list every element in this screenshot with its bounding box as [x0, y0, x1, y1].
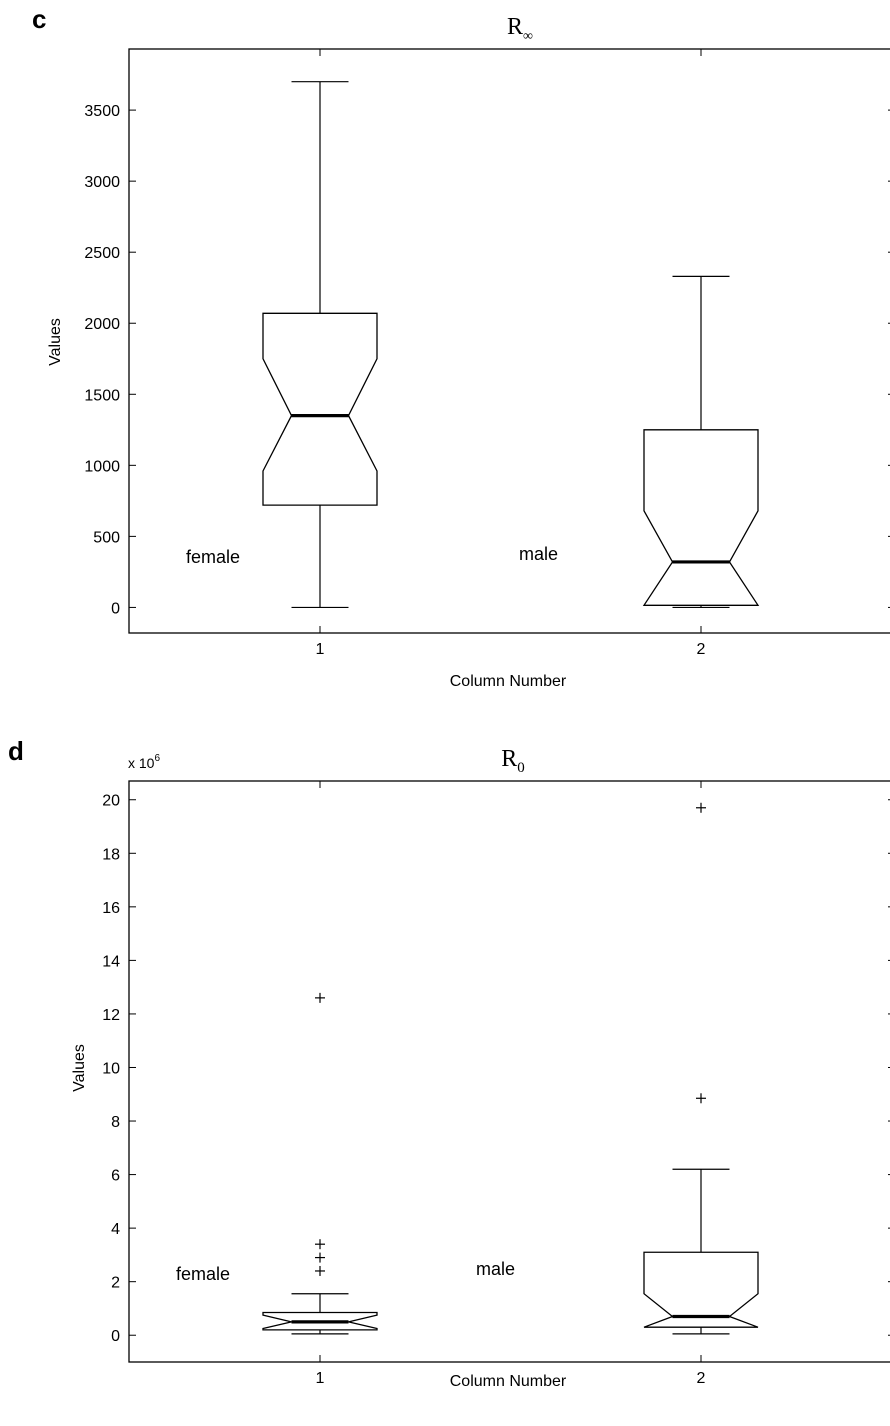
- y-tick-label: 1000: [84, 458, 120, 475]
- plot-area-c: 0 500 1000 1500 2000 2500 3000 3500 1 2 female male: [84, 48, 890, 658]
- y-tick-label: 2: [111, 1275, 120, 1292]
- x-tick-label: 1: [316, 641, 325, 658]
- y-tick-label: 4: [111, 1221, 120, 1238]
- y-tick-label: 6: [111, 1168, 120, 1185]
- x-tick-label: 1: [316, 1370, 325, 1387]
- group-label-male: male: [476, 1259, 515, 1279]
- y-tick-label: 20: [102, 793, 120, 810]
- y-tick-label: 8: [111, 1114, 120, 1131]
- y-tick-label: 10: [102, 1060, 120, 1077]
- box-male: [642, 429, 760, 606]
- x-axis-label-c: Column Number: [450, 673, 567, 690]
- y-tick-label: 3000: [84, 174, 120, 191]
- y-tick-label: 2000: [84, 316, 120, 333]
- panel-label-c: c: [32, 4, 46, 34]
- axes-frame-d: [128, 780, 890, 1363]
- group-label-female: female: [186, 547, 240, 567]
- chart-title-c: R∞: [507, 14, 533, 44]
- y-tick-label: 12: [102, 1007, 120, 1024]
- x-tick-label: 2: [697, 1370, 706, 1387]
- y-tick-label: 500: [93, 529, 120, 546]
- y-axis-label-d: Values: [71, 1044, 88, 1092]
- y-tick-label: 18: [102, 846, 120, 863]
- y-tick-label: 0: [111, 600, 120, 617]
- box-female: [262, 312, 378, 506]
- y-exponent-label-d: x 106: [128, 753, 160, 771]
- box-male: [643, 1251, 759, 1328]
- y-axis-label-c: Values: [47, 318, 64, 366]
- group-label-male: male: [519, 544, 558, 564]
- panel-c: c R∞ 0 500 1000 1500 2000 2500 3000 3500 1 2 femal…: [32, 4, 890, 690]
- x-tick-label: 2: [697, 641, 706, 658]
- panel-label-d: d: [8, 736, 24, 766]
- y-tick-label: 1500: [84, 387, 120, 404]
- chart-title-d: R0: [501, 746, 525, 776]
- y-tick-label: 3500: [84, 103, 120, 120]
- axes-frame-c: [128, 48, 890, 634]
- group-label-female: female: [176, 1264, 230, 1284]
- y-tick-label: 0: [111, 1328, 120, 1345]
- x-axis-label-d: Column Number: [450, 1373, 567, 1390]
- y-tick-label: 2500: [84, 245, 120, 262]
- y-tick-label: 16: [102, 900, 120, 917]
- y-tick-label: 14: [102, 953, 120, 970]
